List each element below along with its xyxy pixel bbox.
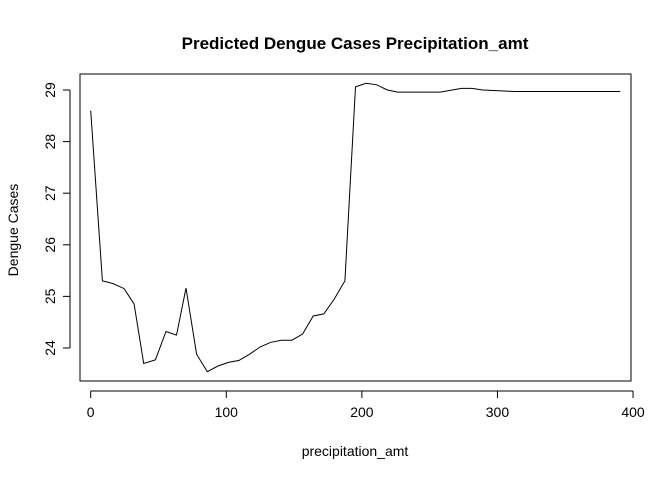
plot-frame: [79, 73, 632, 382]
x-tick-label: 300: [486, 404, 510, 420]
y-tick-label: 26: [42, 237, 58, 253]
chart-title: Predicted Dengue Cases Precipitation_amt: [182, 34, 529, 53]
x-tick-label: 200: [350, 404, 374, 420]
x-axis-label: precipitation_amt: [302, 443, 409, 459]
y-axis-label: Dengue Cases: [5, 184, 21, 277]
x-tick-label: 100: [215, 404, 239, 420]
y-tick-label: 27: [42, 185, 58, 201]
series-line: [90, 82, 621, 373]
x-tick-label: 400: [621, 404, 645, 420]
y-tick-label: 25: [42, 288, 58, 304]
y-tick-label: 24: [42, 340, 58, 356]
y-tick-label: 28: [42, 134, 58, 150]
x-axis: 0 100 200 300 400: [87, 390, 645, 420]
y-axis: 24 25 26 27 28 29: [42, 82, 71, 356]
y-tick-label: 29: [42, 82, 58, 98]
x-tick-label: 0: [87, 404, 95, 420]
